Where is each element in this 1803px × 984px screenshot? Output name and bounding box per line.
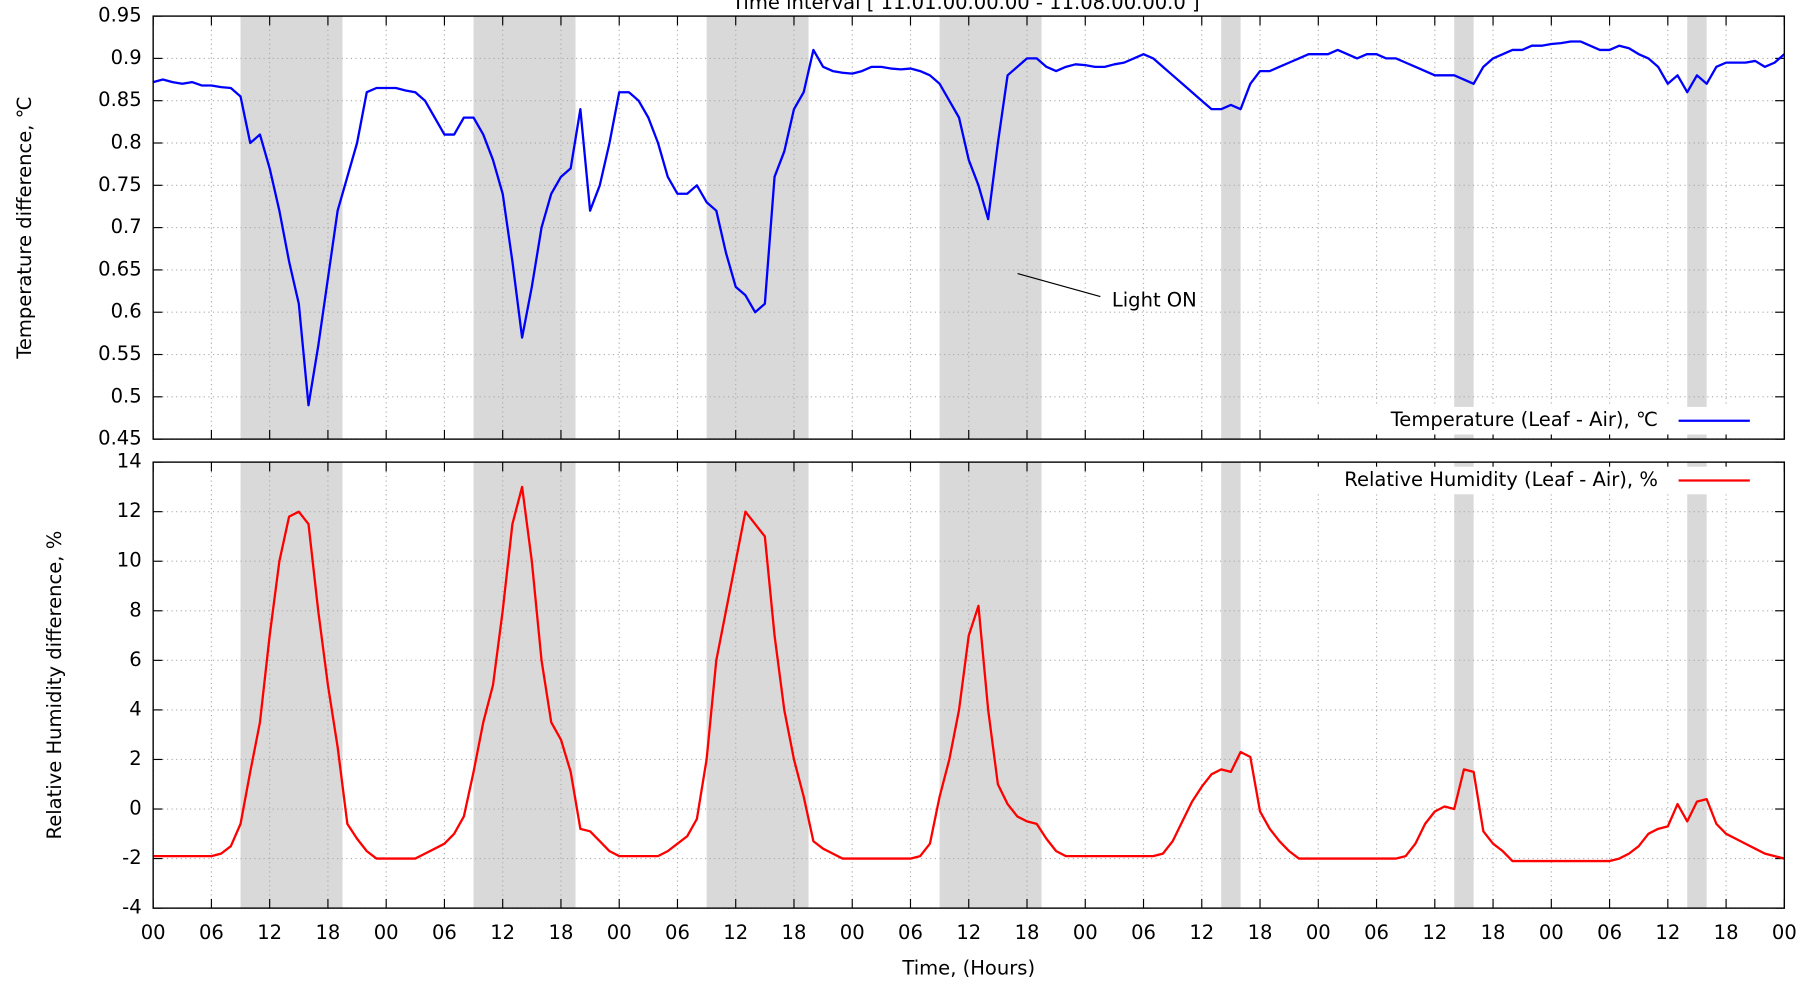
y-tick-label: 0.9 bbox=[111, 46, 142, 69]
x-tick-label: 00 bbox=[840, 921, 865, 944]
x-tick-label: 06 bbox=[199, 921, 224, 944]
x-tick-label: 18 bbox=[1248, 921, 1273, 944]
y-tick-label: 14 bbox=[117, 450, 142, 473]
legend-label: Temperature (Leaf - Air), ℃ bbox=[1390, 408, 1658, 431]
x-tick-label: 00 bbox=[1539, 921, 1564, 944]
light-on-band bbox=[473, 462, 576, 909]
annotation-pointer bbox=[1017, 273, 1101, 298]
x-tick-label: 06 bbox=[1597, 921, 1622, 944]
x-tick-label: 18 bbox=[1481, 921, 1506, 944]
y-axis-label: Temperature difference, ℃ bbox=[13, 96, 36, 359]
x-tick-label: 06 bbox=[1131, 921, 1156, 944]
x-tick-label: 00 bbox=[374, 921, 399, 944]
y-tick-label: 0.45 bbox=[98, 427, 142, 450]
y-tick-label: 0.85 bbox=[98, 88, 142, 111]
light-on-band bbox=[1221, 462, 1241, 909]
y-axis-label: Relative Humidity difference, % bbox=[43, 531, 66, 840]
y-tick-label: 0.8 bbox=[111, 131, 142, 154]
x-tick-label: 12 bbox=[723, 921, 748, 944]
x-tick-label: 00 bbox=[607, 921, 632, 944]
light-on-band bbox=[1687, 462, 1707, 909]
x-tick-label: 12 bbox=[257, 921, 282, 944]
light-on-band bbox=[1221, 16, 1241, 440]
x-tick-label: 12 bbox=[1655, 921, 1680, 944]
legend-label: Relative Humidity (Leaf - Air), % bbox=[1344, 468, 1658, 491]
y-tick-label: 2 bbox=[129, 747, 141, 770]
x-tick-label: 00 bbox=[1772, 921, 1797, 944]
y-tick-label: 0.75 bbox=[98, 173, 142, 196]
plot-frame bbox=[152, 15, 1786, 440]
x-tick-label: 00 bbox=[141, 921, 166, 944]
y-tick-label: -2 bbox=[122, 846, 141, 869]
y-tick-label: 10 bbox=[117, 549, 142, 572]
x-tick-label: 18 bbox=[1714, 921, 1739, 944]
data-line bbox=[153, 485, 1785, 863]
x-tick-label: 18 bbox=[549, 921, 574, 944]
x-axis-label: Time, (Hours) bbox=[901, 957, 1035, 980]
data-line bbox=[152, 40, 1786, 407]
y-tick-label: 0.95 bbox=[98, 4, 142, 27]
x-tick-label: 12 bbox=[1189, 921, 1214, 944]
y-tick-label: 0.6 bbox=[111, 300, 142, 323]
x-tick-label: 18 bbox=[1015, 921, 1040, 944]
x-tick-label: 06 bbox=[432, 921, 457, 944]
y-tick-label: -4 bbox=[122, 896, 141, 919]
y-tick-label: 0.55 bbox=[98, 342, 142, 365]
y-tick-label: 6 bbox=[129, 648, 141, 671]
x-tick-label: 00 bbox=[1306, 921, 1331, 944]
light-on-band bbox=[1454, 462, 1474, 909]
y-tick-label: 8 bbox=[129, 598, 141, 621]
x-tick-label: 06 bbox=[898, 921, 923, 944]
x-tick-label: 12 bbox=[490, 921, 515, 944]
y-tick-label: 0.5 bbox=[111, 384, 142, 407]
x-tick-label: 18 bbox=[315, 921, 340, 944]
x-tick-label: 06 bbox=[665, 921, 690, 944]
light-on-band bbox=[939, 462, 1042, 909]
y-tick-label: 0.65 bbox=[98, 257, 142, 280]
light-on-band bbox=[240, 462, 343, 909]
plot-frame bbox=[152, 461, 1786, 909]
x-tick-label: 00 bbox=[1073, 921, 1098, 944]
annotation: Light ON bbox=[1112, 289, 1197, 312]
light-on-band bbox=[1687, 16, 1707, 440]
y-tick-label: 4 bbox=[129, 697, 141, 720]
y-tick-label: 0 bbox=[129, 797, 141, 820]
x-tick-label: 12 bbox=[956, 921, 981, 944]
y-tick-label: 0.7 bbox=[111, 215, 142, 238]
chart-title: Time interval [ 11.01.00.00.00 - 11.08.0… bbox=[731, 0, 1200, 14]
light-on-band bbox=[706, 462, 809, 909]
x-tick-label: 18 bbox=[782, 921, 807, 944]
y-tick-label: 12 bbox=[117, 499, 142, 522]
x-tick-label: 12 bbox=[1422, 921, 1447, 944]
x-tick-label: 06 bbox=[1364, 921, 1389, 944]
